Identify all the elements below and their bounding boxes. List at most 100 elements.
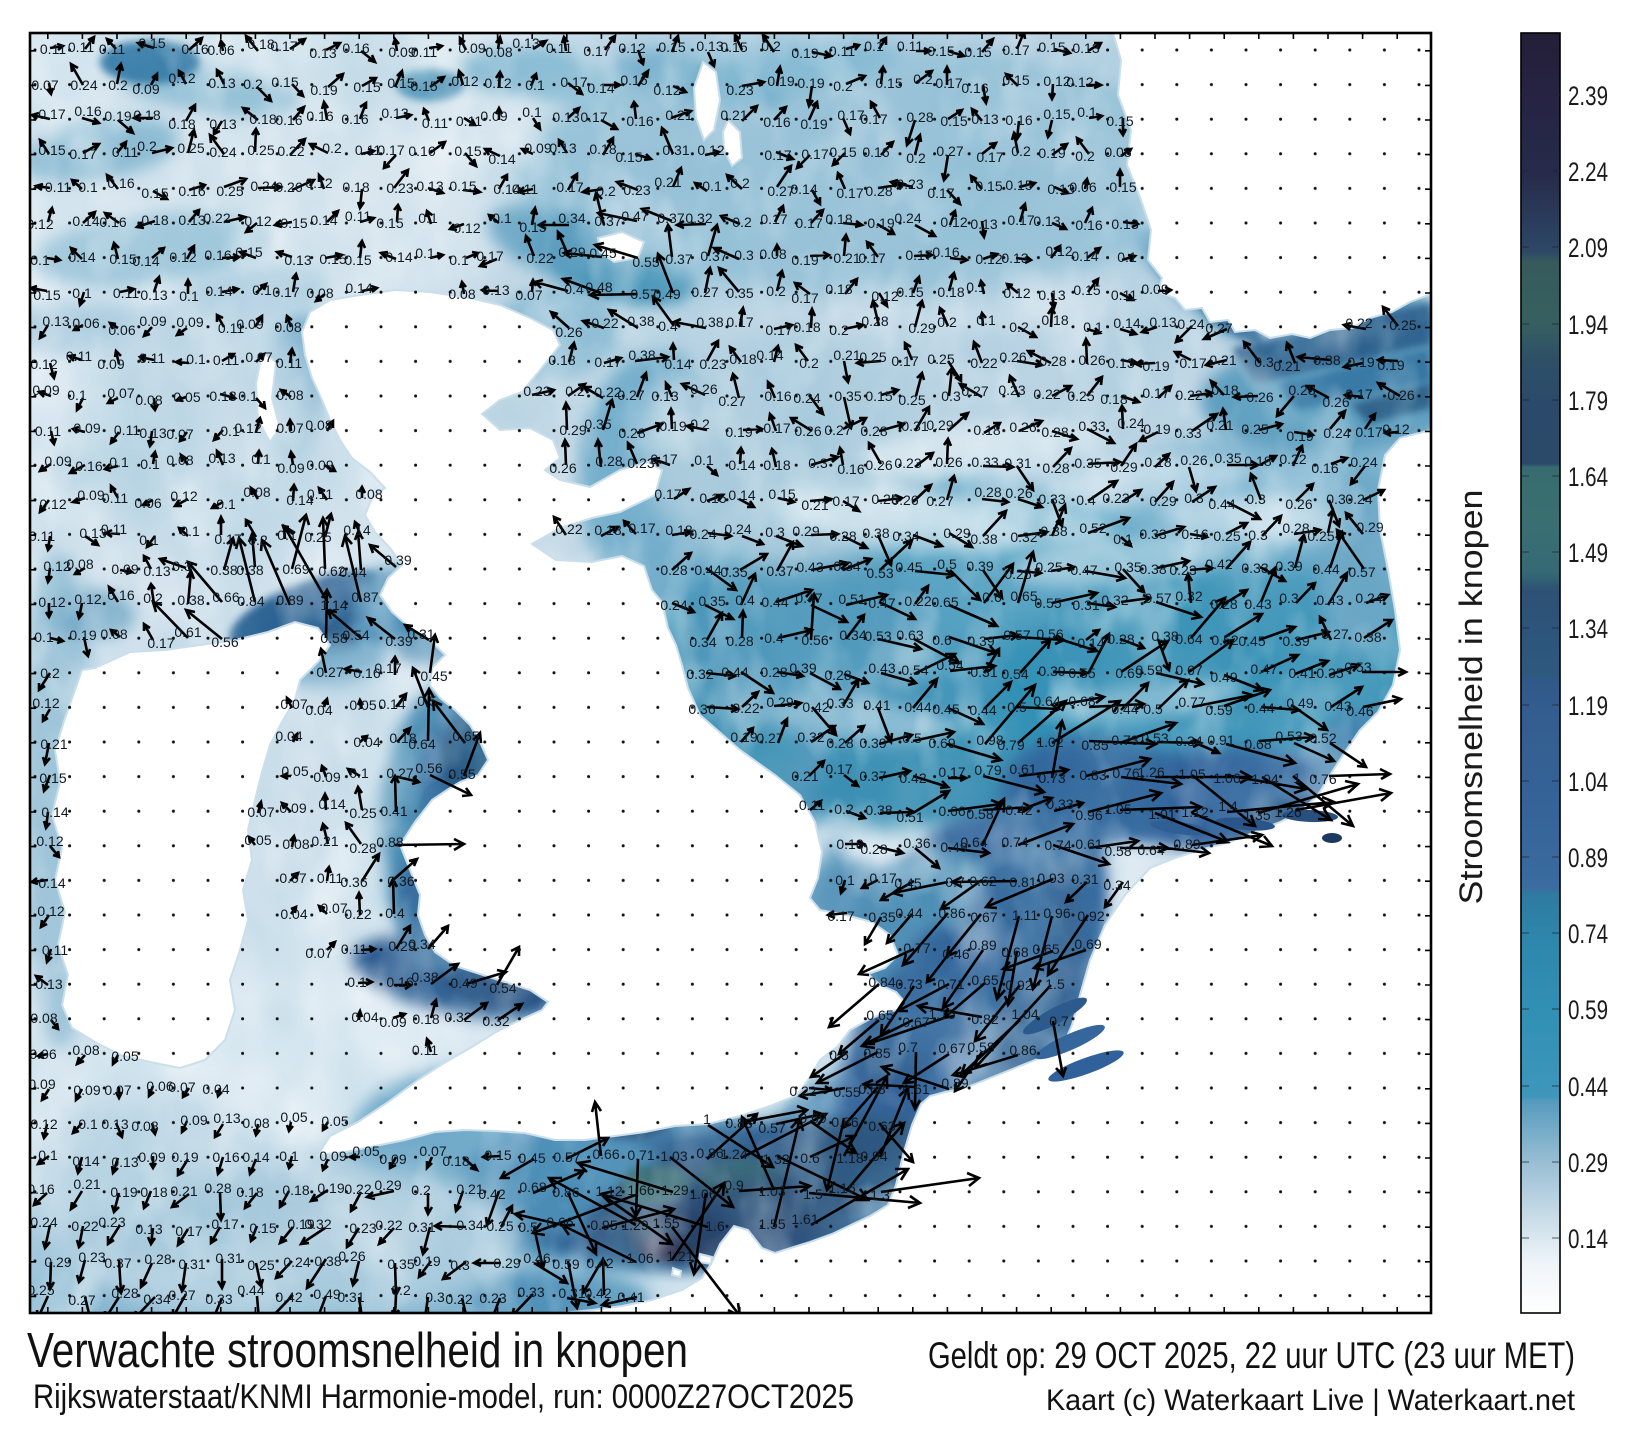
svg-text:0.59: 0.59 <box>1205 702 1232 718</box>
svg-text:0.74: 0.74 <box>1001 834 1028 850</box>
svg-text:0.09: 0.09 <box>379 1014 406 1030</box>
svg-text:0.16: 0.16 <box>107 587 134 603</box>
svg-text:0.12: 0.12 <box>451 73 478 89</box>
svg-text:0.16: 0.16 <box>275 112 302 128</box>
svg-text:0.33: 0.33 <box>205 1291 232 1307</box>
svg-text:0.45: 0.45 <box>1238 633 1265 649</box>
svg-text:1.21: 1.21 <box>666 1248 693 1264</box>
svg-text:0.17: 0.17 <box>270 38 297 54</box>
svg-text:0.39: 0.39 <box>384 552 411 568</box>
svg-text:0.45: 0.45 <box>589 245 616 261</box>
svg-text:0.24: 0.24 <box>1355 590 1382 606</box>
svg-text:0.15: 0.15 <box>410 78 437 94</box>
svg-text:0.42: 0.42 <box>899 770 926 786</box>
svg-text:0.9: 0.9 <box>724 1177 744 1193</box>
svg-text:0.18: 0.18 <box>937 284 964 300</box>
svg-text:0.17: 0.17 <box>1355 424 1382 440</box>
svg-text:0.3: 0.3 <box>1279 590 1299 606</box>
svg-text:0.44: 0.44 <box>761 594 788 610</box>
svg-text:0.35: 0.35 <box>1316 665 1343 681</box>
svg-text:0.44: 0.44 <box>721 664 748 680</box>
svg-text:0.67: 0.67 <box>902 1014 929 1030</box>
svg-text:0.24: 0.24 <box>724 521 751 537</box>
svg-text:0.24: 0.24 <box>30 1214 57 1230</box>
svg-text:0.25: 0.25 <box>27 1282 54 1298</box>
svg-text:0.21: 0.21 <box>665 107 692 123</box>
svg-text:0.49: 0.49 <box>1286 695 1313 711</box>
svg-text:1.26: 1.26 <box>1137 764 1164 780</box>
svg-text:0.06: 0.06 <box>146 1078 173 1094</box>
svg-text:0.53: 0.53 <box>1344 659 1371 675</box>
svg-text:0.13: 0.13 <box>209 116 236 132</box>
svg-text:0.41: 0.41 <box>863 697 890 713</box>
svg-text:0.11: 0.11 <box>218 320 244 336</box>
svg-text:0.16: 0.16 <box>932 244 959 260</box>
svg-text:0.29: 0.29 <box>558 244 585 260</box>
svg-text:0.13: 0.13 <box>482 282 509 298</box>
svg-text:0.15: 0.15 <box>964 44 991 60</box>
svg-text:0.34: 0.34 <box>839 627 866 643</box>
svg-text:0.09: 0.09 <box>524 140 551 156</box>
svg-text:0.16: 0.16 <box>626 113 653 129</box>
svg-text:0.15: 0.15 <box>280 215 307 231</box>
svg-text:0.11: 0.11 <box>68 39 94 55</box>
svg-text:0.27: 0.27 <box>68 1292 95 1308</box>
svg-text:0.61: 0.61 <box>902 1081 929 1097</box>
svg-text:0.11: 0.11 <box>317 870 343 886</box>
svg-text:0.11: 0.11 <box>99 41 125 57</box>
svg-text:0.52: 0.52 <box>1211 632 1238 648</box>
svg-text:1.01: 1.01 <box>1148 806 1175 822</box>
svg-text:0.35: 0.35 <box>698 593 725 609</box>
svg-text:0.89: 0.89 <box>1173 836 1200 852</box>
svg-text:0.04: 0.04 <box>305 702 332 718</box>
svg-text:0.18: 0.18 <box>282 1182 309 1198</box>
svg-text:0.11: 0.11 <box>546 40 572 56</box>
svg-text:0.42: 0.42 <box>1205 556 1232 572</box>
svg-text:0.69: 0.69 <box>1115 665 1142 681</box>
svg-text:0.06: 0.06 <box>72 315 99 331</box>
svg-text:0.06: 0.06 <box>207 42 234 58</box>
svg-text:0.68: 0.68 <box>519 1179 546 1195</box>
svg-text:0.17: 0.17 <box>1002 42 1029 58</box>
svg-text:0.44: 0.44 <box>1208 496 1235 512</box>
svg-text:0.28: 0.28 <box>829 528 856 544</box>
svg-text:0.12: 0.12 <box>30 1116 57 1132</box>
svg-text:0.19: 0.19 <box>1038 145 1065 161</box>
svg-text:0.19: 0.19 <box>659 418 686 434</box>
svg-text:0.13: 0.13 <box>1047 181 1074 197</box>
svg-text:0.16: 0.16 <box>178 183 205 199</box>
svg-text:0.18: 0.18 <box>594 522 621 538</box>
svg-text:0.31: 0.31 <box>970 664 997 680</box>
svg-text:0.71: 0.71 <box>627 1147 654 1163</box>
svg-text:0.11: 0.11 <box>307 486 333 502</box>
svg-text:1.04: 1.04 <box>1568 767 1608 797</box>
svg-text:0.39: 0.39 <box>1038 663 1065 679</box>
svg-text:0.49: 0.49 <box>940 839 967 855</box>
svg-text:Verwachte stroomsnelheid in kn: Verwachte stroomsnelheid in knopen <box>27 1324 688 1378</box>
svg-text:0.08: 0.08 <box>448 286 475 302</box>
svg-text:0.18: 0.18 <box>548 352 575 368</box>
svg-text:0.38: 0.38 <box>1139 561 1166 577</box>
svg-text:0.12: 0.12 <box>234 420 261 436</box>
svg-text:0.17: 0.17 <box>69 146 96 162</box>
svg-text:0.61: 0.61 <box>1075 836 1102 852</box>
svg-text:0.31: 0.31 <box>337 1289 364 1305</box>
svg-text:0.14: 0.14 <box>132 253 159 269</box>
svg-text:0.26: 0.26 <box>549 460 576 476</box>
svg-text:0.84: 0.84 <box>868 974 895 990</box>
svg-text:0.53: 0.53 <box>864 628 891 644</box>
svg-text:0.14: 0.14 <box>310 212 337 228</box>
svg-text:0.28: 0.28 <box>144 1251 171 1267</box>
svg-text:0.16: 0.16 <box>74 103 101 119</box>
svg-text:0.22: 0.22 <box>445 1291 472 1307</box>
svg-text:0.66: 0.66 <box>592 1146 619 1162</box>
svg-text:0.58: 0.58 <box>966 806 993 822</box>
svg-text:0.07: 0.07 <box>31 77 58 93</box>
svg-text:0.08: 0.08 <box>166 452 193 468</box>
svg-text:0.27: 0.27 <box>961 383 988 399</box>
svg-text:0.61: 0.61 <box>1009 761 1036 777</box>
svg-text:0.15: 0.15 <box>141 185 168 201</box>
svg-text:0.22: 0.22 <box>904 593 931 609</box>
svg-text:0.31: 0.31 <box>662 142 689 158</box>
svg-text:0.28: 0.28 <box>860 841 887 857</box>
